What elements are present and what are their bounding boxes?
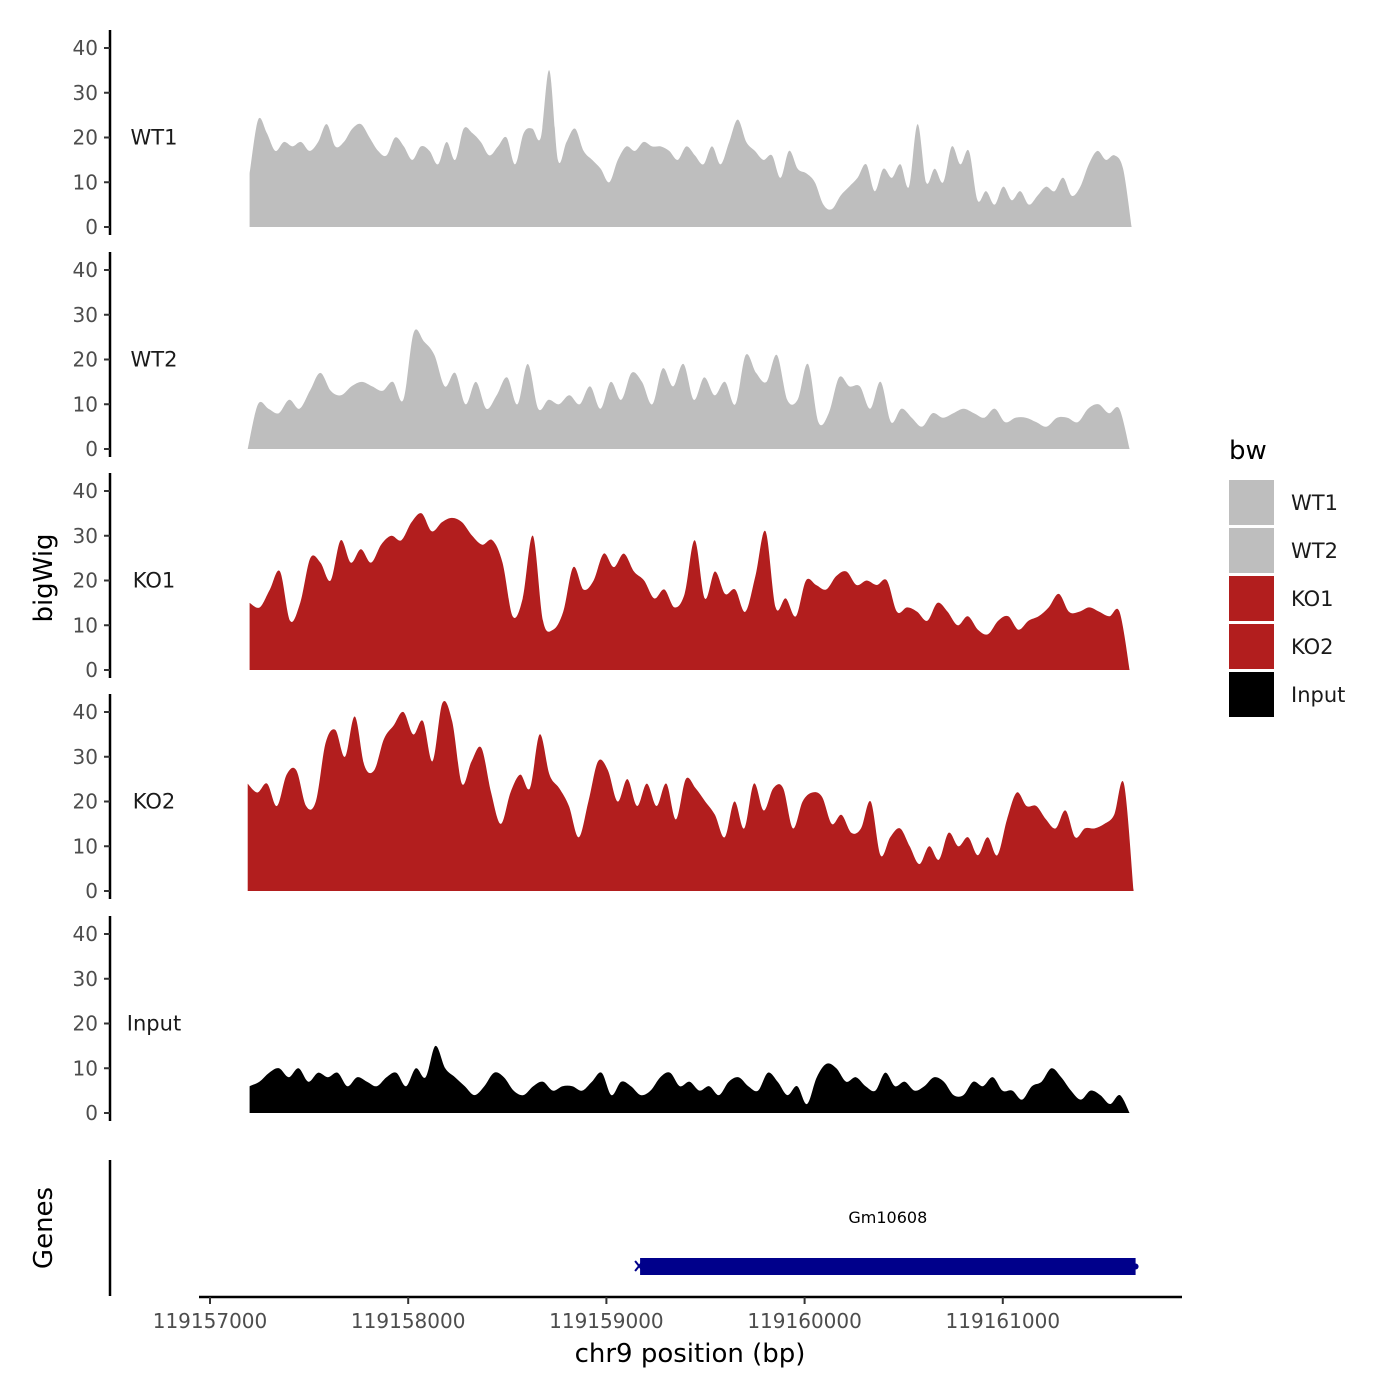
- gene-start-marker: [634, 1260, 644, 1272]
- y-tick-label-wt2-0: 0: [85, 437, 98, 461]
- legend-label-input: Input: [1291, 683, 1345, 707]
- track-wt2: 0 10 20 30 40 WT2: [73, 252, 1130, 461]
- y-tick-label-input-30: 30: [73, 967, 98, 991]
- y-tick-label-ko2-30: 30: [73, 745, 98, 769]
- x-axis-title: chr9 position (bp): [575, 1339, 806, 1369]
- track-label-ko1: KO1: [133, 569, 176, 593]
- track-label-wt2: WT2: [131, 348, 178, 372]
- track-input: 0 10 20 30 40 Input: [73, 916, 1130, 1125]
- x-tick-label-119157000: 119157000: [153, 1309, 268, 1333]
- y-tick-label-input-0: 0: [85, 1101, 98, 1125]
- y-tick-label-wt1-20: 20: [73, 126, 98, 150]
- y-tick-label-wt1-0: 0: [85, 215, 98, 239]
- legend-swatch-ko2: [1229, 624, 1274, 669]
- track-label-wt1: WT1: [131, 126, 178, 150]
- y-tick-label-wt1-40: 40: [73, 36, 98, 60]
- y-tick-label-wt2-20: 20: [73, 348, 98, 372]
- y-tick-label-wt1-30: 30: [73, 81, 98, 105]
- legend-label-wt1: WT1: [1291, 491, 1338, 515]
- y-tick-label-input-20: 20: [73, 1012, 98, 1036]
- area-wt1: [249, 70, 1132, 227]
- track-wt1: 0 10 20 30 40 WT1: [73, 30, 1132, 239]
- y-tick-label-ko2-40: 40: [73, 700, 98, 724]
- legend-label-ko1: KO1: [1291, 587, 1334, 611]
- legend-label-ko2: KO2: [1291, 635, 1334, 659]
- y-tick-label-ko1-40: 40: [73, 479, 98, 503]
- track-ko1: 0 10 20 30 40 KO1: [73, 473, 1130, 682]
- y-tick-label-ko1-10: 10: [73, 613, 98, 637]
- legend-swatch-wt1: [1229, 480, 1274, 525]
- y-tick-label-ko1-0: 0: [85, 658, 98, 682]
- x-tick-label-119158000: 119158000: [351, 1309, 466, 1333]
- y-tick-label-ko1-30: 30: [73, 524, 98, 548]
- y-tick-label-input-10: 10: [73, 1056, 98, 1080]
- x-axis: 119157000 119158000 119159000 119160000 1191…: [153, 1295, 1182, 1333]
- genes-axis-title: Genes: [29, 1187, 59, 1269]
- track-label-ko2: KO2: [133, 790, 176, 814]
- area-wt2: [247, 329, 1130, 449]
- track-ko2: 0 10 20 30 40 KO2: [73, 694, 1134, 903]
- legend-title: bw: [1229, 436, 1267, 466]
- y-tick-label-ko2-20: 20: [73, 790, 98, 814]
- tracks-group: 0 10 20 30 40 WT1 0 10 20 30 40 WT2 0 10 20 30 40 KO1 0 10 2…: [73, 30, 1134, 1125]
- y-tick-label-ko1-20: 20: [73, 569, 98, 593]
- legend-swatch-input: [1229, 672, 1274, 717]
- track-label-input: Input: [127, 1012, 181, 1036]
- area-ko1: [249, 513, 1130, 670]
- x-tick-label-119161000: 119161000: [946, 1309, 1061, 1333]
- area-input: [249, 1045, 1130, 1113]
- genes-track: Gm10608: [108, 1160, 1139, 1296]
- y-tick-label-ko2-10: 10: [73, 834, 98, 858]
- gene-label-gm10608: Gm10608: [848, 1208, 927, 1227]
- area-ko2: [247, 701, 1134, 891]
- gene-body-gm10608: [640, 1258, 1136, 1275]
- y-axis-title: bigWig: [29, 533, 59, 622]
- legend-swatch-ko1: [1229, 576, 1274, 621]
- y-tick-label-wt1-10: 10: [73, 170, 98, 194]
- y-tick-label-input-40: 40: [73, 922, 98, 946]
- y-tick-label-ko2-0: 0: [85, 879, 98, 903]
- x-tick-label-119160000: 119160000: [747, 1309, 862, 1333]
- y-tick-label-wt2-10: 10: [73, 392, 98, 416]
- legend-label-wt2: WT2: [1291, 539, 1338, 563]
- y-tick-label-wt2-30: 30: [73, 303, 98, 327]
- x-tick-label-119159000: 119159000: [549, 1309, 664, 1333]
- legend-swatch-wt2: [1229, 528, 1274, 573]
- y-tick-label-wt2-40: 40: [73, 258, 98, 282]
- legend: bw WT1 WT2 KO1 KO2 Input: [1229, 436, 1345, 717]
- gene-end-marker: [1132, 1263, 1139, 1270]
